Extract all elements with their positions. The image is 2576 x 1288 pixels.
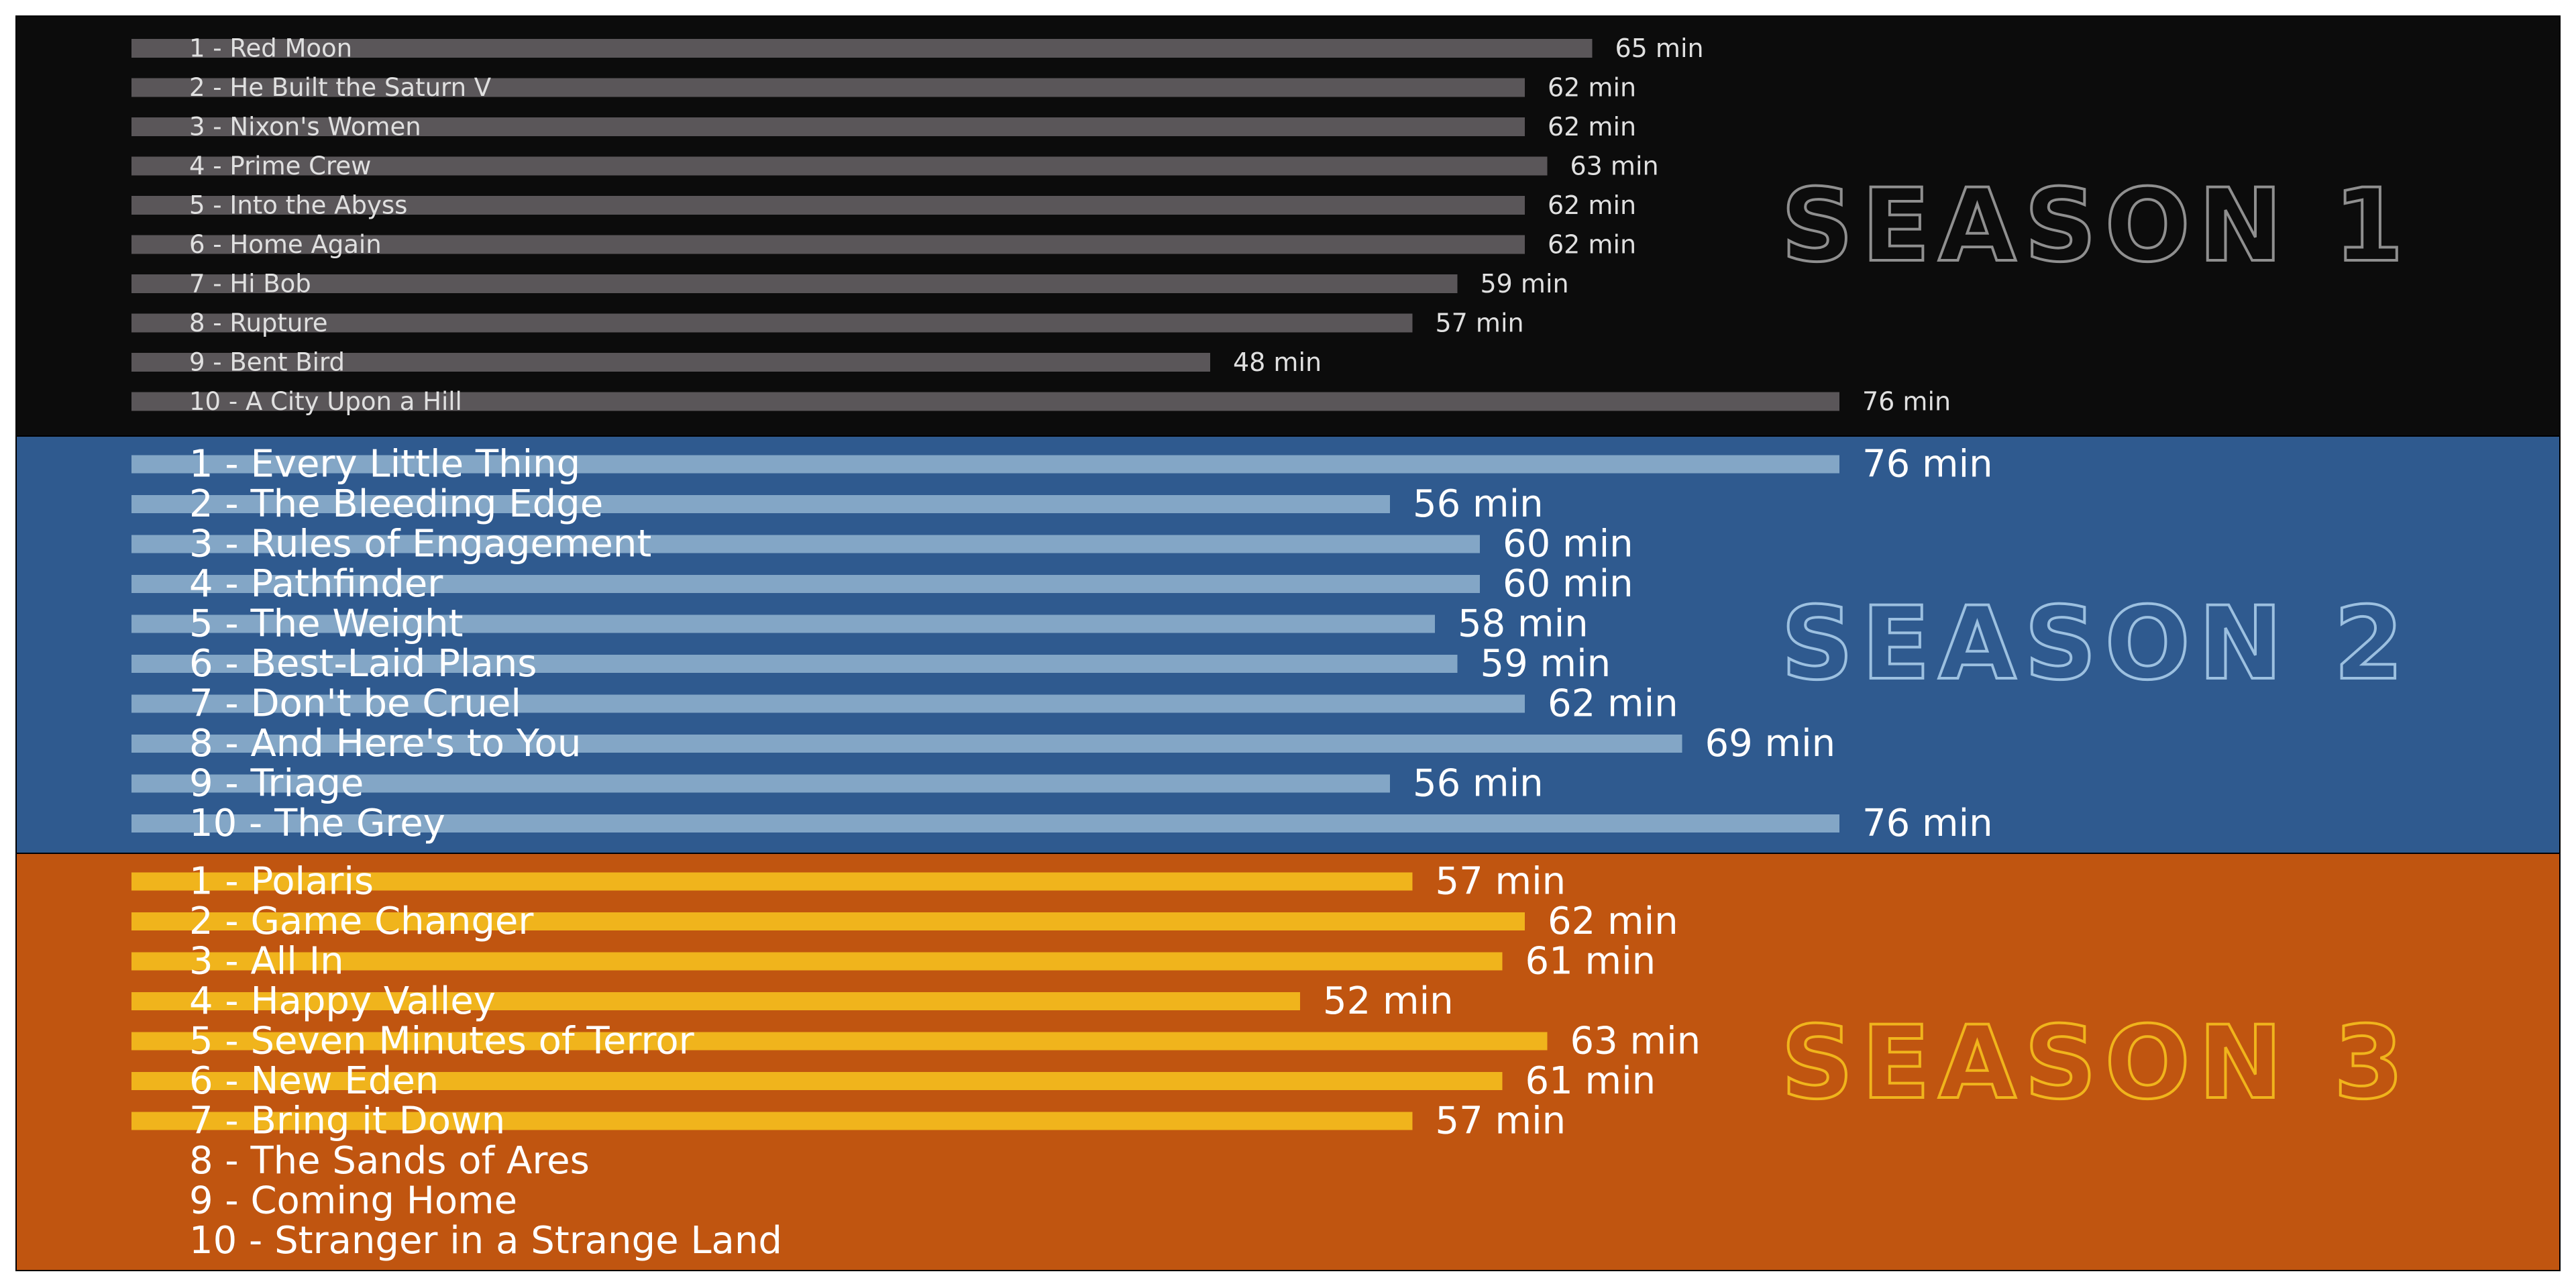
episode-bar <box>131 694 1525 713</box>
episode-bar <box>131 735 1682 753</box>
episode-runtime-label: 59 min <box>1481 269 1569 299</box>
episode-runtime-label: 63 min <box>1570 1020 1701 1063</box>
episode-title-label: 5 - Seven Minutes of Terror <box>189 1020 695 1063</box>
episode-bar <box>131 535 1480 553</box>
season-1-labels: 65 min 1 - Red Moon 62 min 2 - He Built the… <box>189 34 1951 417</box>
episode-bar <box>131 196 1525 215</box>
season-3-bars <box>131 872 1548 1130</box>
episode-runtime-label: 65 min <box>1615 34 1704 63</box>
episode-runtime-label: 61 min <box>1525 940 1656 983</box>
season-2-labels: 76 min 1 - Every Little Thing 56 min 2 - Th… <box>189 443 1993 846</box>
episode-bar <box>131 814 1839 833</box>
episode-title-label: 10 - A City Upon a Hill <box>189 387 462 416</box>
episode-title-label: 6 - Home Again <box>189 230 382 259</box>
episode-title-label: 4 - Happy Valley <box>189 979 496 1023</box>
season-2-bars <box>131 455 1839 833</box>
episode-title-label: 3 - All In <box>189 940 344 983</box>
episode-bar <box>131 495 1390 513</box>
episode-runtime-label: 59 min <box>1481 642 1611 686</box>
episode-runtime-label: 57 min <box>1436 309 1524 338</box>
episode-runtime-label: 62 min <box>1548 682 1678 726</box>
episode-title-label: 4 - Pathfinder <box>189 562 443 606</box>
episode-runtime-label: 62 min <box>1548 112 1636 142</box>
episode-runtime-label: 76 min <box>1862 387 1951 417</box>
episode-title-label: 7 - Hi Bob <box>189 270 311 299</box>
episode-title-label: 6 - New Eden <box>189 1059 439 1103</box>
episode-bar <box>131 655 1458 673</box>
season-3-labels: 57 min 1 - Polaris 62 min 2 - Game Changer 6… <box>189 860 1701 1263</box>
season-2-panel: 76 min 1 - Every Little Thing 56 min 2 - Th… <box>15 435 2561 854</box>
episode-bar <box>131 575 1480 593</box>
season-1-title: SEASON 1 <box>1781 168 2412 284</box>
season-2-title: SEASON 2 <box>1781 586 2412 702</box>
episode-runtime-label: 60 min <box>1503 562 1633 606</box>
episode-bar <box>131 78 1525 97</box>
episode-runtime-label: 60 min <box>1503 523 1633 566</box>
episode-title-label: 2 - Game Changer <box>189 900 534 943</box>
episode-runtime-label: 56 min <box>1413 762 1544 806</box>
episode-bar <box>131 455 1839 474</box>
episode-title-label: 10 - The Grey <box>189 802 445 845</box>
episode-title-label: 1 - Every Little Thing <box>189 443 580 486</box>
episode-runtime-label: 62 min <box>1548 900 1678 943</box>
episode-title-label: 9 - Triage <box>189 762 364 806</box>
episode-title-label: 7 - Don't be Cruel <box>189 682 521 726</box>
episode-runtime-label: 48 min <box>1233 347 1322 377</box>
episode-title-label: 8 - Rupture <box>189 309 328 337</box>
episode-bar <box>131 912 1525 930</box>
episode-title-label: 3 - Rules of Engagement <box>189 523 651 566</box>
episode-bar <box>131 353 1210 372</box>
season-1-bars <box>131 39 1839 411</box>
episode-title-label: 2 - The Bleeding Edge <box>189 482 603 526</box>
episode-bar <box>131 992 1300 1010</box>
season-1-panel: 65 min 1 - Red Moon 62 min 2 - He Built the… <box>15 15 2561 437</box>
episode-runtime-label: 57 min <box>1436 860 1566 904</box>
episode-bar <box>131 872 1413 891</box>
episode-bar <box>131 274 1458 293</box>
episode-bar <box>131 156 1548 176</box>
episode-bar <box>131 39 1593 58</box>
episode-title-label: 1 - Red Moon <box>189 34 352 63</box>
episode-bar <box>131 1032 1548 1051</box>
episode-runtime-label: 63 min <box>1570 152 1659 181</box>
episode-title-label: 5 - Into the Abyss <box>189 191 407 220</box>
episode-bar <box>131 774 1390 793</box>
episode-runtime-label: 57 min <box>1436 1099 1566 1143</box>
episode-title-label: 5 - The Weight <box>189 602 464 646</box>
episode-bar <box>131 117 1525 136</box>
episode-title-label: 2 - He Built the Saturn V <box>189 73 491 102</box>
episode-runtime-label: 58 min <box>1458 602 1589 646</box>
episode-runtime-label: 76 min <box>1862 802 1993 845</box>
episode-title-label: 7 - Bring it Down <box>189 1099 505 1143</box>
episode-title-label: 9 - Bent Bird <box>189 348 345 377</box>
episode-title-label: 6 - Best-Laid Plans <box>189 642 537 686</box>
episode-bar <box>131 392 1839 411</box>
episode-bar <box>131 952 1503 971</box>
episode-title-label: 4 - Prime Crew <box>189 152 371 180</box>
episode-runtime-label: 52 min <box>1323 979 1454 1023</box>
season-3-title: SEASON 3 <box>1781 1005 2412 1122</box>
episode-bar <box>131 235 1525 254</box>
episode-runtime-label: 69 min <box>1705 722 1836 765</box>
episode-bar <box>131 614 1435 633</box>
season-3-panel: 57 min 1 - Polaris 62 min 2 - Game Changer 6… <box>15 853 2561 1271</box>
episode-bar <box>131 1112 1413 1130</box>
episode-title-label: 3 - Nixon's Women <box>189 113 421 142</box>
episode-runtime-label: 56 min <box>1413 482 1544 526</box>
episode-runtime-label: 61 min <box>1525 1059 1656 1103</box>
episode-bar <box>131 313 1413 333</box>
episode-runtime-label: 62 min <box>1548 191 1636 220</box>
episode-title-label: 10 - Stranger in a Strange Land <box>189 1219 782 1263</box>
episode-runtime-label: 76 min <box>1862 443 1993 486</box>
episode-runtime-label: 62 min <box>1548 73 1636 103</box>
episode-runtime-label: 62 min <box>1548 230 1636 260</box>
episode-title-label: 9 - Coming Home <box>189 1179 517 1223</box>
episode-bar <box>131 1072 1503 1090</box>
episode-title-label: 8 - The Sands of Ares <box>189 1139 590 1183</box>
episode-title-label: 8 - And Here's to You <box>189 722 581 765</box>
episode-title-label: 1 - Polaris <box>189 860 374 904</box>
